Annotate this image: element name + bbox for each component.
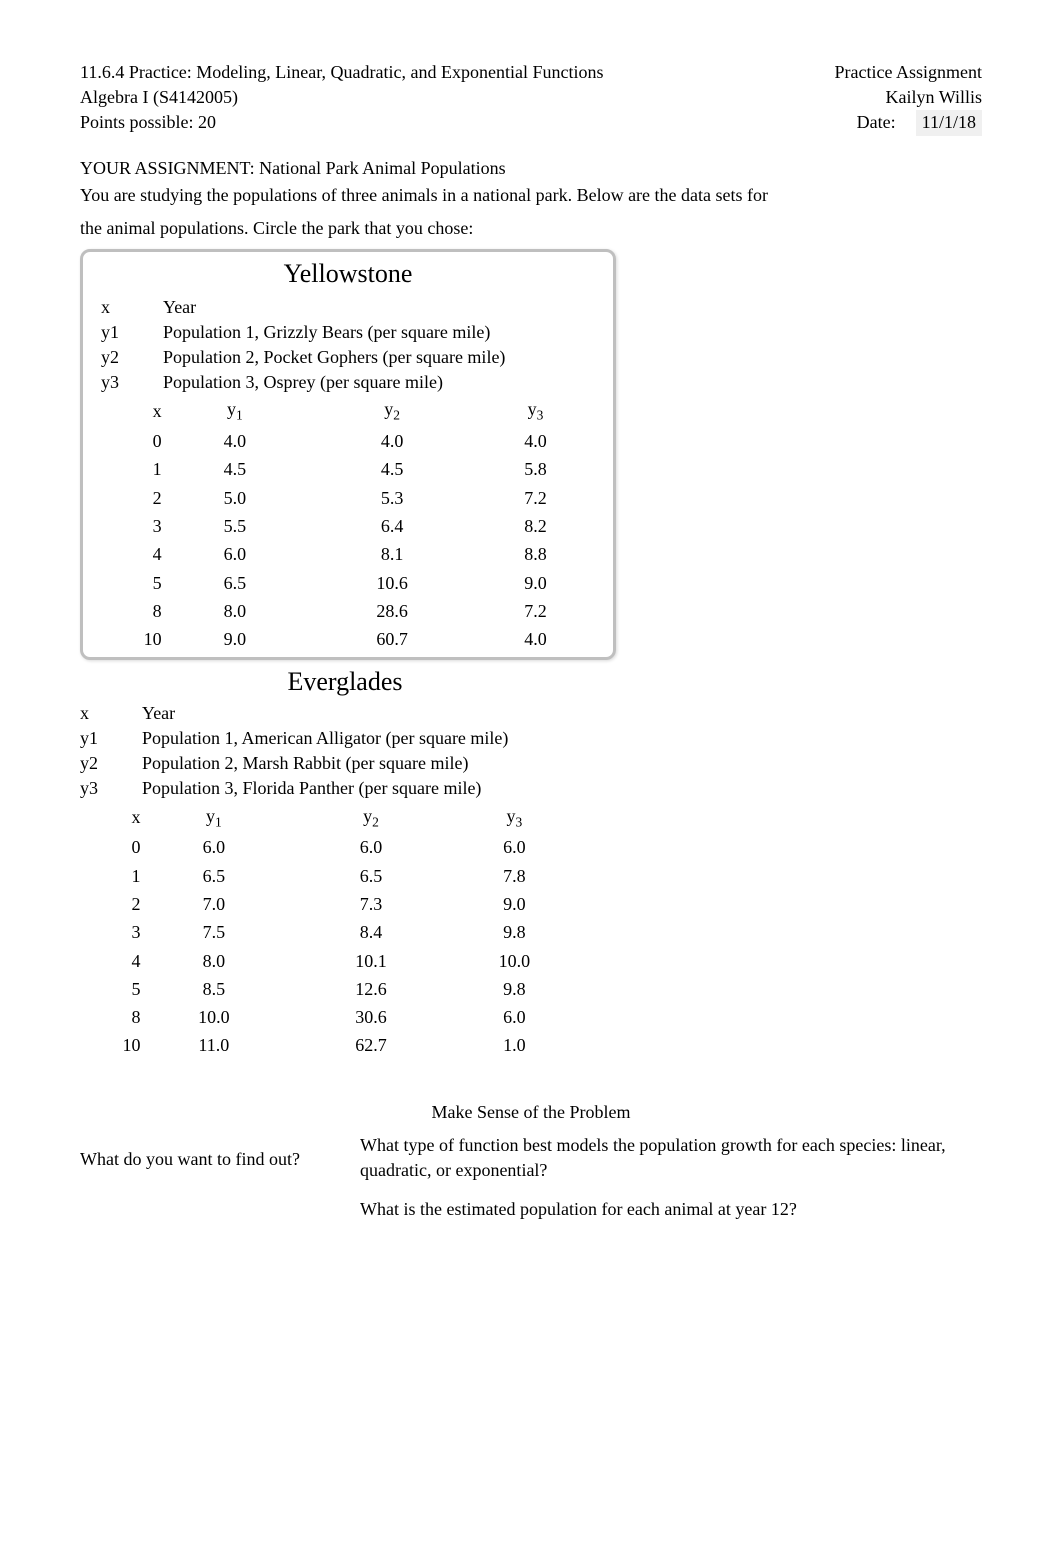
yellowstone-box: Yellowstone x Year y1 Population 1, Griz… xyxy=(80,249,616,660)
col-y3: y3 xyxy=(480,395,591,427)
legend-y3: y3 Population 3, Florida Panther (per sq… xyxy=(80,776,982,801)
everglades-legend: x Year y1 Population 1, American Alligat… xyxy=(80,701,982,802)
answer-block: What type of function best models the po… xyxy=(360,1133,982,1237)
col-y2: y2 xyxy=(304,395,480,427)
yellowstone-title: Yellowstone xyxy=(83,256,613,292)
col-y1: y1 xyxy=(144,802,283,834)
legend-key: y3 xyxy=(101,370,163,395)
table-row: 109.060.74.0 xyxy=(101,625,591,653)
question-label: What do you want to find out? xyxy=(80,1133,360,1172)
col-y3: y3 xyxy=(459,802,570,834)
legend-val: Population 1, American Alligator (per sq… xyxy=(142,726,982,751)
legend-y2: y2 Population 2, Marsh Rabbit (per squar… xyxy=(80,751,982,776)
section-heading: Make Sense of the Problem xyxy=(80,1100,982,1125)
legend-key: x xyxy=(101,295,163,320)
table-row: 14.54.55.8 xyxy=(101,455,591,483)
header-row-1: 11.6.4 Practice: Modeling, Linear, Quadr… xyxy=(80,60,982,85)
date-label: Date: xyxy=(857,110,896,135)
course-name: Algebra I (S4142005) xyxy=(80,85,238,110)
legend-y1: y1 Population 1, Grizzly Bears (per squa… xyxy=(101,320,613,345)
table-header-row: x y1 y2 y3 xyxy=(80,802,570,834)
points-possible: Points possible: 20 xyxy=(80,110,216,135)
table-header-row: x y1 y2 y3 xyxy=(101,395,591,427)
date-block: Date: 11/1/18 xyxy=(857,110,982,135)
lesson-title: 11.6.4 Practice: Modeling, Linear, Quadr… xyxy=(80,60,603,85)
legend-y1: y1 Population 1, American Alligator (per… xyxy=(80,726,982,751)
yellowstone-legend: x Year y1 Population 1, Grizzly Bears (p… xyxy=(83,295,613,396)
student-name: Kailyn Willis xyxy=(886,85,982,110)
col-y2: y2 xyxy=(283,802,458,834)
table-row: 37.58.49.8 xyxy=(80,918,570,946)
legend-val: Population 2, Marsh Rabbit (per square m… xyxy=(142,751,982,776)
legend-val: Population 1, Grizzly Bears (per square … xyxy=(163,320,613,345)
answer-1: What type of function best models the po… xyxy=(360,1133,982,1183)
table-row: 56.510.69.0 xyxy=(101,569,591,597)
intro-line-1: You are studying the populations of thre… xyxy=(80,183,982,208)
table-row: 27.07.39.0 xyxy=(80,890,570,918)
answer-2: What is the estimated population for eac… xyxy=(360,1197,982,1222)
table-row: 1011.062.71.0 xyxy=(80,1031,570,1059)
yellowstone-table: x y1 y2 y3 04.04.04.0 14.54.55.8 25.05.3… xyxy=(101,395,591,653)
date-value: 11/1/18 xyxy=(916,110,982,135)
qa-block: What do you want to find out? What type … xyxy=(80,1133,982,1237)
legend-key: y1 xyxy=(80,726,142,751)
col-x: x xyxy=(80,802,144,834)
col-x: x xyxy=(101,395,166,427)
table-row: 88.028.67.2 xyxy=(101,597,591,625)
assignment-title: YOUR ASSIGNMENT: National Park Animal Po… xyxy=(80,156,982,181)
table-row: 48.010.110.0 xyxy=(80,947,570,975)
table-row: 06.06.06.0 xyxy=(80,833,570,861)
legend-key: y2 xyxy=(101,345,163,370)
table-row: 35.56.48.2 xyxy=(101,512,591,540)
legend-val: Population 3, Florida Panther (per squar… xyxy=(142,776,982,801)
legend-val: Population 2, Pocket Gophers (per square… xyxy=(163,345,613,370)
table-row: 25.05.37.2 xyxy=(101,484,591,512)
legend-val: Year xyxy=(163,295,613,320)
legend-key: x xyxy=(80,701,142,726)
table-row: 04.04.04.0 xyxy=(101,427,591,455)
col-y1: y1 xyxy=(166,395,304,427)
table-row: 58.512.69.8 xyxy=(80,975,570,1003)
everglades-title: Everglades xyxy=(80,664,610,700)
assignment-type: Practice Assignment xyxy=(835,60,982,85)
table-row: 810.030.66.0 xyxy=(80,1003,570,1031)
intro-line-2: the animal populations. Circle the park … xyxy=(80,216,982,241)
legend-val: Year xyxy=(142,701,982,726)
everglades-table: x y1 y2 y3 06.06.06.0 16.56.57.8 27.07.3… xyxy=(80,802,570,1060)
header-row-3: Points possible: 20 Date: 11/1/18 xyxy=(80,110,982,135)
legend-y2: y2 Population 2, Pocket Gophers (per squ… xyxy=(101,345,613,370)
legend-x: x Year xyxy=(80,701,982,726)
legend-key: y2 xyxy=(80,751,142,776)
legend-val: Population 3, Osprey (per square mile) xyxy=(163,370,613,395)
header-row-2: Algebra I (S4142005) Kailyn Willis xyxy=(80,85,982,110)
legend-y3: y3 Population 3, Osprey (per square mile… xyxy=(101,370,613,395)
legend-key: y3 xyxy=(80,776,142,801)
legend-x: x Year xyxy=(101,295,613,320)
table-row: 46.08.18.8 xyxy=(101,540,591,568)
legend-key: y1 xyxy=(101,320,163,345)
table-row: 16.56.57.8 xyxy=(80,862,570,890)
